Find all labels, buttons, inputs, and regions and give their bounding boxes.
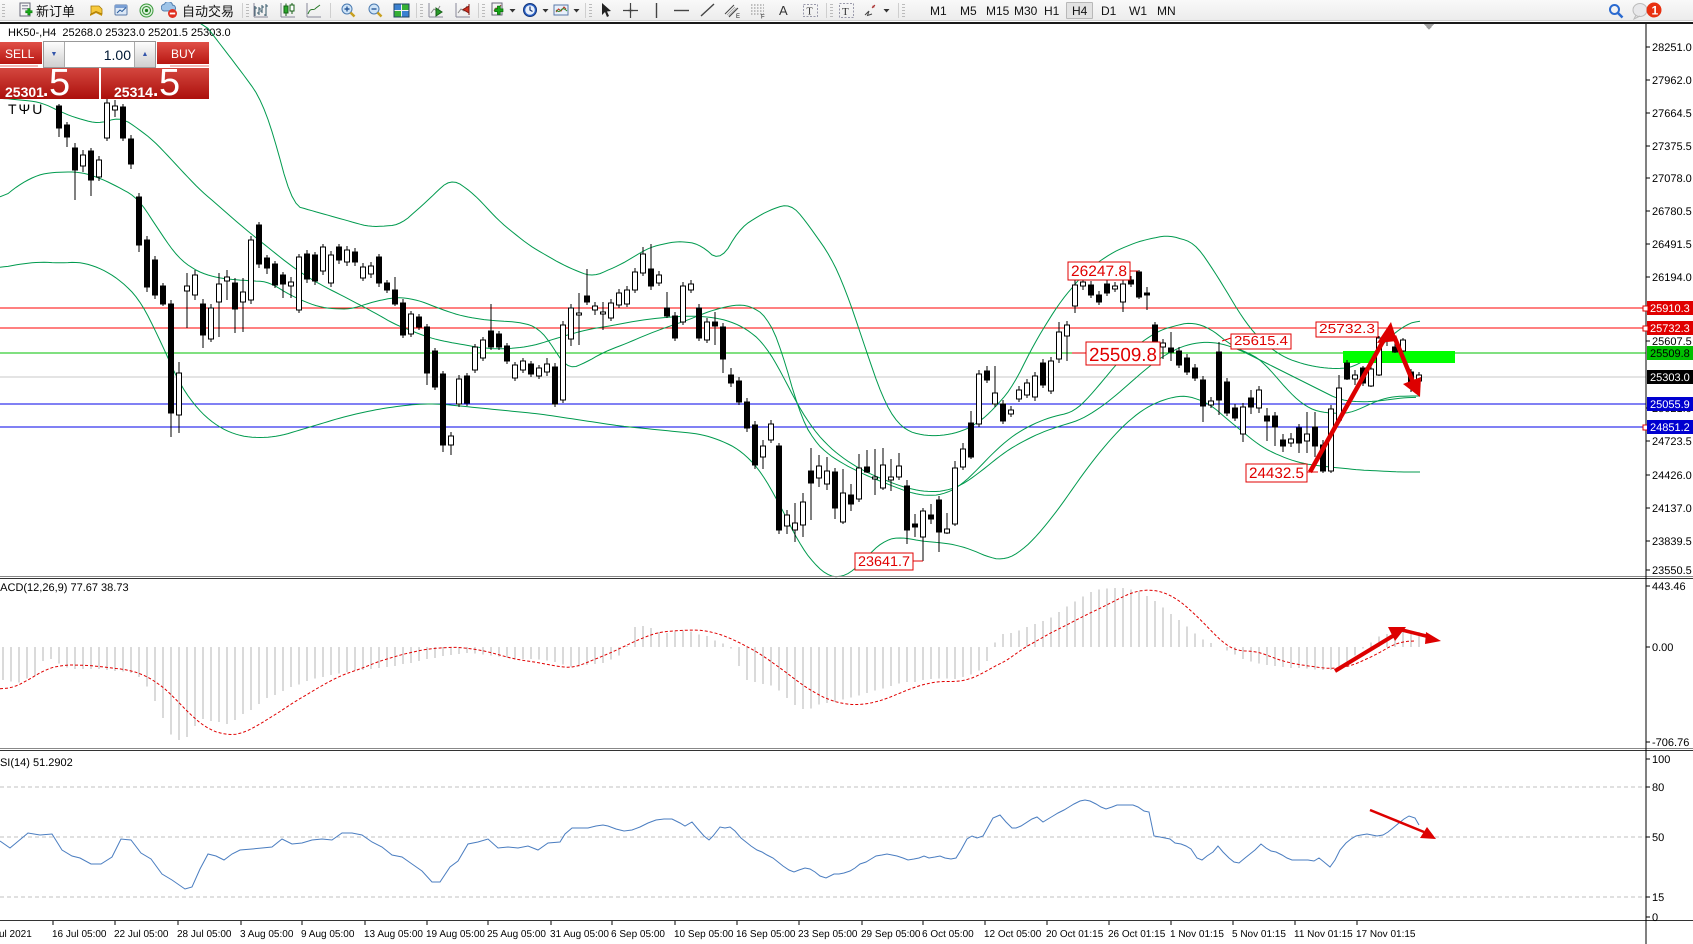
- svg-text:17 Nov 01:15: 17 Nov 01:15: [1356, 929, 1416, 940]
- svg-text:9 Aug 05:00: 9 Aug 05:00: [301, 929, 355, 940]
- svg-text:0.00: 0.00: [1652, 642, 1673, 654]
- svg-text:26491.5: 26491.5: [1652, 239, 1692, 251]
- svg-text:443.46: 443.46: [1652, 581, 1686, 593]
- svg-text:1 Nov 01:15: 1 Nov 01:15: [1170, 929, 1224, 940]
- svg-text:31 Aug 05:00: 31 Aug 05:00: [550, 929, 609, 940]
- svg-text:25509.8: 25509.8: [1650, 348, 1690, 360]
- svg-text:E: E: [736, 14, 740, 19]
- svg-text:25615.4: 25615.4: [1234, 333, 1288, 348]
- svg-text:24137.0: 24137.0: [1652, 503, 1692, 515]
- svg-text:6 Sep 05:00: 6 Sep 05:00: [611, 929, 665, 940]
- svg-text:23641.7: 23641.7: [858, 553, 910, 569]
- svg-text:16 Sep 05:00: 16 Sep 05:00: [736, 929, 796, 940]
- svg-text:RSI(14) 51.2902: RSI(14) 51.2902: [0, 757, 73, 769]
- svg-text:3 Aug 05:00: 3 Aug 05:00: [240, 929, 294, 940]
- svg-text:10 Sep 05:00: 10 Sep 05:00: [674, 929, 734, 940]
- svg-text:11 Nov 01:15: 11 Nov 01:15: [1294, 929, 1353, 940]
- svg-text:19 Aug 05:00: 19 Aug 05:00: [426, 929, 485, 940]
- svg-text:20 Oct 01:15: 20 Oct 01:15: [1046, 929, 1104, 940]
- svg-text:25303.0: 25303.0: [1650, 372, 1690, 384]
- svg-text:Jul 2021: Jul 2021: [0, 929, 32, 940]
- svg-text:5 Nov 01:15: 5 Nov 01:15: [1232, 929, 1286, 940]
- svg-text:26 Oct 01:15: 26 Oct 01:15: [1108, 929, 1166, 940]
- svg-text:26780.5: 26780.5: [1652, 206, 1692, 218]
- svg-text:25910.3: 25910.3: [1650, 303, 1690, 315]
- svg-text:27962.0: 27962.0: [1652, 75, 1692, 87]
- svg-text:25732.3: 25732.3: [1319, 321, 1375, 336]
- svg-text:6 Oct 05:00: 6 Oct 05:00: [922, 929, 974, 940]
- svg-text:25509.8: 25509.8: [1089, 345, 1157, 366]
- svg-text:23550.5: 23550.5: [1652, 565, 1692, 577]
- svg-text:1: 1: [1652, 3, 1659, 17]
- svg-text:16 Jul 05:00: 16 Jul 05:00: [52, 929, 107, 940]
- svg-text:0: 0: [1652, 912, 1658, 924]
- svg-text:F: F: [761, 15, 765, 20]
- svg-text:50: 50: [1652, 832, 1664, 844]
- svg-text:22 Jul 05:00: 22 Jul 05:00: [114, 929, 169, 940]
- svg-text:23839.5: 23839.5: [1652, 536, 1692, 548]
- svg-text:27664.5: 27664.5: [1652, 108, 1692, 120]
- svg-text:24432.5: 24432.5: [1249, 465, 1304, 482]
- svg-text:25 Aug 05:00: 25 Aug 05:00: [487, 929, 546, 940]
- svg-text:T: T: [842, 6, 849, 18]
- svg-text:MACD(12,26,9) 77.67 38.73: MACD(12,26,9) 77.67 38.73: [0, 582, 129, 594]
- svg-text:27375.5: 27375.5: [1652, 141, 1692, 153]
- svg-text:26247.8: 26247.8: [1071, 263, 1127, 280]
- svg-text:25055.9: 25055.9: [1650, 399, 1690, 411]
- svg-text:-706.76: -706.76: [1652, 737, 1689, 749]
- svg-text:29 Sep 05:00: 29 Sep 05:00: [861, 929, 921, 940]
- svg-text:24723.5: 24723.5: [1652, 436, 1692, 448]
- svg-text:13 Aug 05:00: 13 Aug 05:00: [364, 929, 423, 940]
- svg-text:24851.2: 24851.2: [1650, 422, 1690, 434]
- svg-text:25732.3: 25732.3: [1650, 323, 1690, 335]
- svg-text:23 Sep 05:00: 23 Sep 05:00: [798, 929, 858, 940]
- svg-text:28251.0: 28251.0: [1652, 42, 1692, 54]
- svg-text:100: 100: [1652, 754, 1670, 766]
- svg-text:25607.5: 25607.5: [1652, 336, 1692, 348]
- svg-text:15: 15: [1652, 892, 1664, 904]
- svg-text:24426.0: 24426.0: [1652, 470, 1692, 482]
- svg-text:A: A: [779, 3, 788, 18]
- svg-text:27078.0: 27078.0: [1652, 173, 1692, 185]
- svg-text:28 Jul 05:00: 28 Jul 05:00: [177, 929, 232, 940]
- svg-text:26194.0: 26194.0: [1652, 272, 1692, 284]
- svg-text:80: 80: [1652, 782, 1664, 794]
- svg-text:T: T: [807, 7, 813, 18]
- svg-text:12 Oct 05:00: 12 Oct 05:00: [984, 929, 1042, 940]
